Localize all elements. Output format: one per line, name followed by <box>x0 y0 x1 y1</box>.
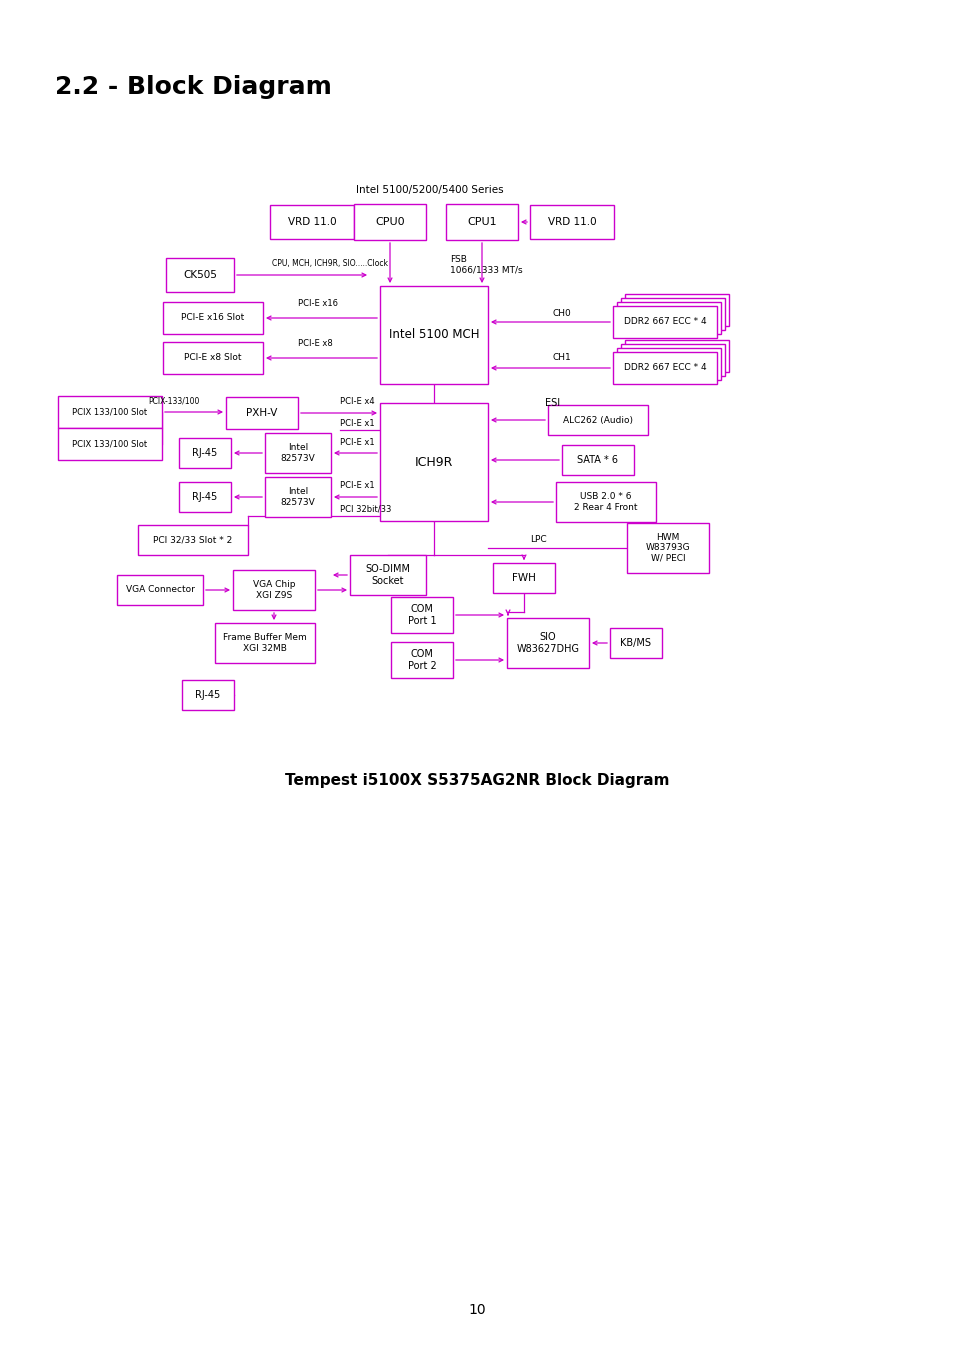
FancyBboxPatch shape <box>182 680 233 710</box>
Text: VRD 11.0: VRD 11.0 <box>288 218 336 227</box>
Text: COM
Port 2: COM Port 2 <box>407 649 436 671</box>
Text: HWM
W83793G
W/ PECI: HWM W83793G W/ PECI <box>645 533 690 562</box>
FancyBboxPatch shape <box>163 301 263 334</box>
Text: RJ-45: RJ-45 <box>195 690 220 700</box>
FancyBboxPatch shape <box>620 297 724 330</box>
FancyBboxPatch shape <box>624 293 728 326</box>
Text: RJ-45: RJ-45 <box>193 492 217 502</box>
Text: CH0: CH0 <box>553 308 571 318</box>
FancyBboxPatch shape <box>391 642 453 677</box>
Text: CK505: CK505 <box>183 270 216 280</box>
FancyBboxPatch shape <box>617 301 720 334</box>
Text: PCI-E x1: PCI-E x1 <box>339 438 375 448</box>
Text: ESI: ESI <box>544 397 559 408</box>
FancyBboxPatch shape <box>354 204 426 241</box>
FancyBboxPatch shape <box>270 206 354 239</box>
FancyBboxPatch shape <box>506 618 588 668</box>
Text: KB/MS: KB/MS <box>619 638 651 648</box>
FancyBboxPatch shape <box>547 406 647 435</box>
Text: PCIX 133/100 Slot: PCIX 133/100 Slot <box>72 407 148 416</box>
Text: 10: 10 <box>468 1303 485 1317</box>
Text: PXH-V: PXH-V <box>246 408 277 418</box>
FancyBboxPatch shape <box>350 556 426 595</box>
FancyBboxPatch shape <box>117 575 203 604</box>
Text: DDR2 667 ECC * 4: DDR2 667 ECC * 4 <box>623 318 705 326</box>
Text: Tempest i5100X S5375AG2NR Block Diagram: Tempest i5100X S5375AG2NR Block Diagram <box>284 772 669 787</box>
FancyBboxPatch shape <box>214 623 314 662</box>
Text: PCI-E x8: PCI-E x8 <box>297 339 333 347</box>
FancyBboxPatch shape <box>138 525 248 556</box>
FancyBboxPatch shape <box>265 433 331 473</box>
Text: PCI-E x8 Slot: PCI-E x8 Slot <box>184 353 241 362</box>
FancyBboxPatch shape <box>226 397 297 429</box>
Text: USB 2.0 * 6
2 Rear 4 Front: USB 2.0 * 6 2 Rear 4 Front <box>574 492 638 511</box>
FancyBboxPatch shape <box>379 287 488 384</box>
FancyBboxPatch shape <box>233 571 314 610</box>
Text: LPC: LPC <box>530 535 546 545</box>
Text: ICH9R: ICH9R <box>415 456 453 469</box>
FancyBboxPatch shape <box>613 306 717 338</box>
Text: DDR2 667 ECC * 4: DDR2 667 ECC * 4 <box>623 364 705 373</box>
Text: CPU0: CPU0 <box>375 218 404 227</box>
Text: CPU1: CPU1 <box>467 218 497 227</box>
Text: VGA Chip
XGI Z9S: VGA Chip XGI Z9S <box>253 580 294 600</box>
Text: SIO
W83627DHG: SIO W83627DHG <box>516 633 578 654</box>
Text: PCI-E x1: PCI-E x1 <box>339 481 375 489</box>
Text: Intel
82573V: Intel 82573V <box>280 487 315 507</box>
Text: PCI 32/33 Slot * 2: PCI 32/33 Slot * 2 <box>153 535 233 545</box>
FancyBboxPatch shape <box>493 562 555 594</box>
FancyBboxPatch shape <box>626 523 708 573</box>
FancyBboxPatch shape <box>556 483 656 522</box>
Text: RJ-45: RJ-45 <box>193 448 217 458</box>
Text: PCI 32bit/33: PCI 32bit/33 <box>339 506 391 514</box>
FancyBboxPatch shape <box>391 598 453 633</box>
Text: PCI-E x1: PCI-E x1 <box>339 419 375 429</box>
FancyBboxPatch shape <box>58 396 162 429</box>
Text: ALC262 (Audio): ALC262 (Audio) <box>562 415 633 425</box>
Text: CPU, MCH, ICH9R, SIO.....Clock: CPU, MCH, ICH9R, SIO.....Clock <box>272 260 388 268</box>
FancyBboxPatch shape <box>530 206 614 239</box>
Text: PCIX 133/100 Slot: PCIX 133/100 Slot <box>72 439 148 449</box>
FancyBboxPatch shape <box>179 483 231 512</box>
Text: COM
Port 1: COM Port 1 <box>407 604 436 626</box>
FancyBboxPatch shape <box>446 204 517 241</box>
Text: Frame Buffer Mem
XGI 32MB: Frame Buffer Mem XGI 32MB <box>223 633 307 653</box>
FancyBboxPatch shape <box>379 403 488 521</box>
FancyBboxPatch shape <box>58 429 162 460</box>
Text: Intel 5100/5200/5400 Series: Intel 5100/5200/5400 Series <box>355 185 503 195</box>
FancyBboxPatch shape <box>179 438 231 468</box>
Text: Intel 5100 MCH: Intel 5100 MCH <box>388 329 478 342</box>
Text: Intel
82573V: Intel 82573V <box>280 443 315 462</box>
FancyBboxPatch shape <box>624 339 728 372</box>
Text: FWH: FWH <box>512 573 536 583</box>
Text: PCI-E x16: PCI-E x16 <box>297 299 337 308</box>
Text: CH1: CH1 <box>553 353 571 362</box>
Text: PCIX-133/100: PCIX-133/100 <box>148 397 199 406</box>
FancyBboxPatch shape <box>163 342 263 375</box>
Text: PCI-E x4: PCI-E x4 <box>339 397 375 406</box>
FancyBboxPatch shape <box>265 477 331 516</box>
Text: VGA Connector: VGA Connector <box>126 585 194 595</box>
FancyBboxPatch shape <box>620 343 724 376</box>
FancyBboxPatch shape <box>609 627 661 658</box>
Text: FSB
1066/1333 MT/s: FSB 1066/1333 MT/s <box>450 256 522 274</box>
Text: SO-DIMM
Socket: SO-DIMM Socket <box>365 564 410 585</box>
FancyBboxPatch shape <box>561 445 634 475</box>
Text: 2.2 - Block Diagram: 2.2 - Block Diagram <box>55 74 332 99</box>
FancyBboxPatch shape <box>166 258 233 292</box>
Text: SATA * 6: SATA * 6 <box>577 456 618 465</box>
FancyBboxPatch shape <box>613 352 717 384</box>
Text: PCI-E x16 Slot: PCI-E x16 Slot <box>181 314 244 323</box>
FancyBboxPatch shape <box>617 347 720 380</box>
Text: VRD 11.0: VRD 11.0 <box>547 218 596 227</box>
